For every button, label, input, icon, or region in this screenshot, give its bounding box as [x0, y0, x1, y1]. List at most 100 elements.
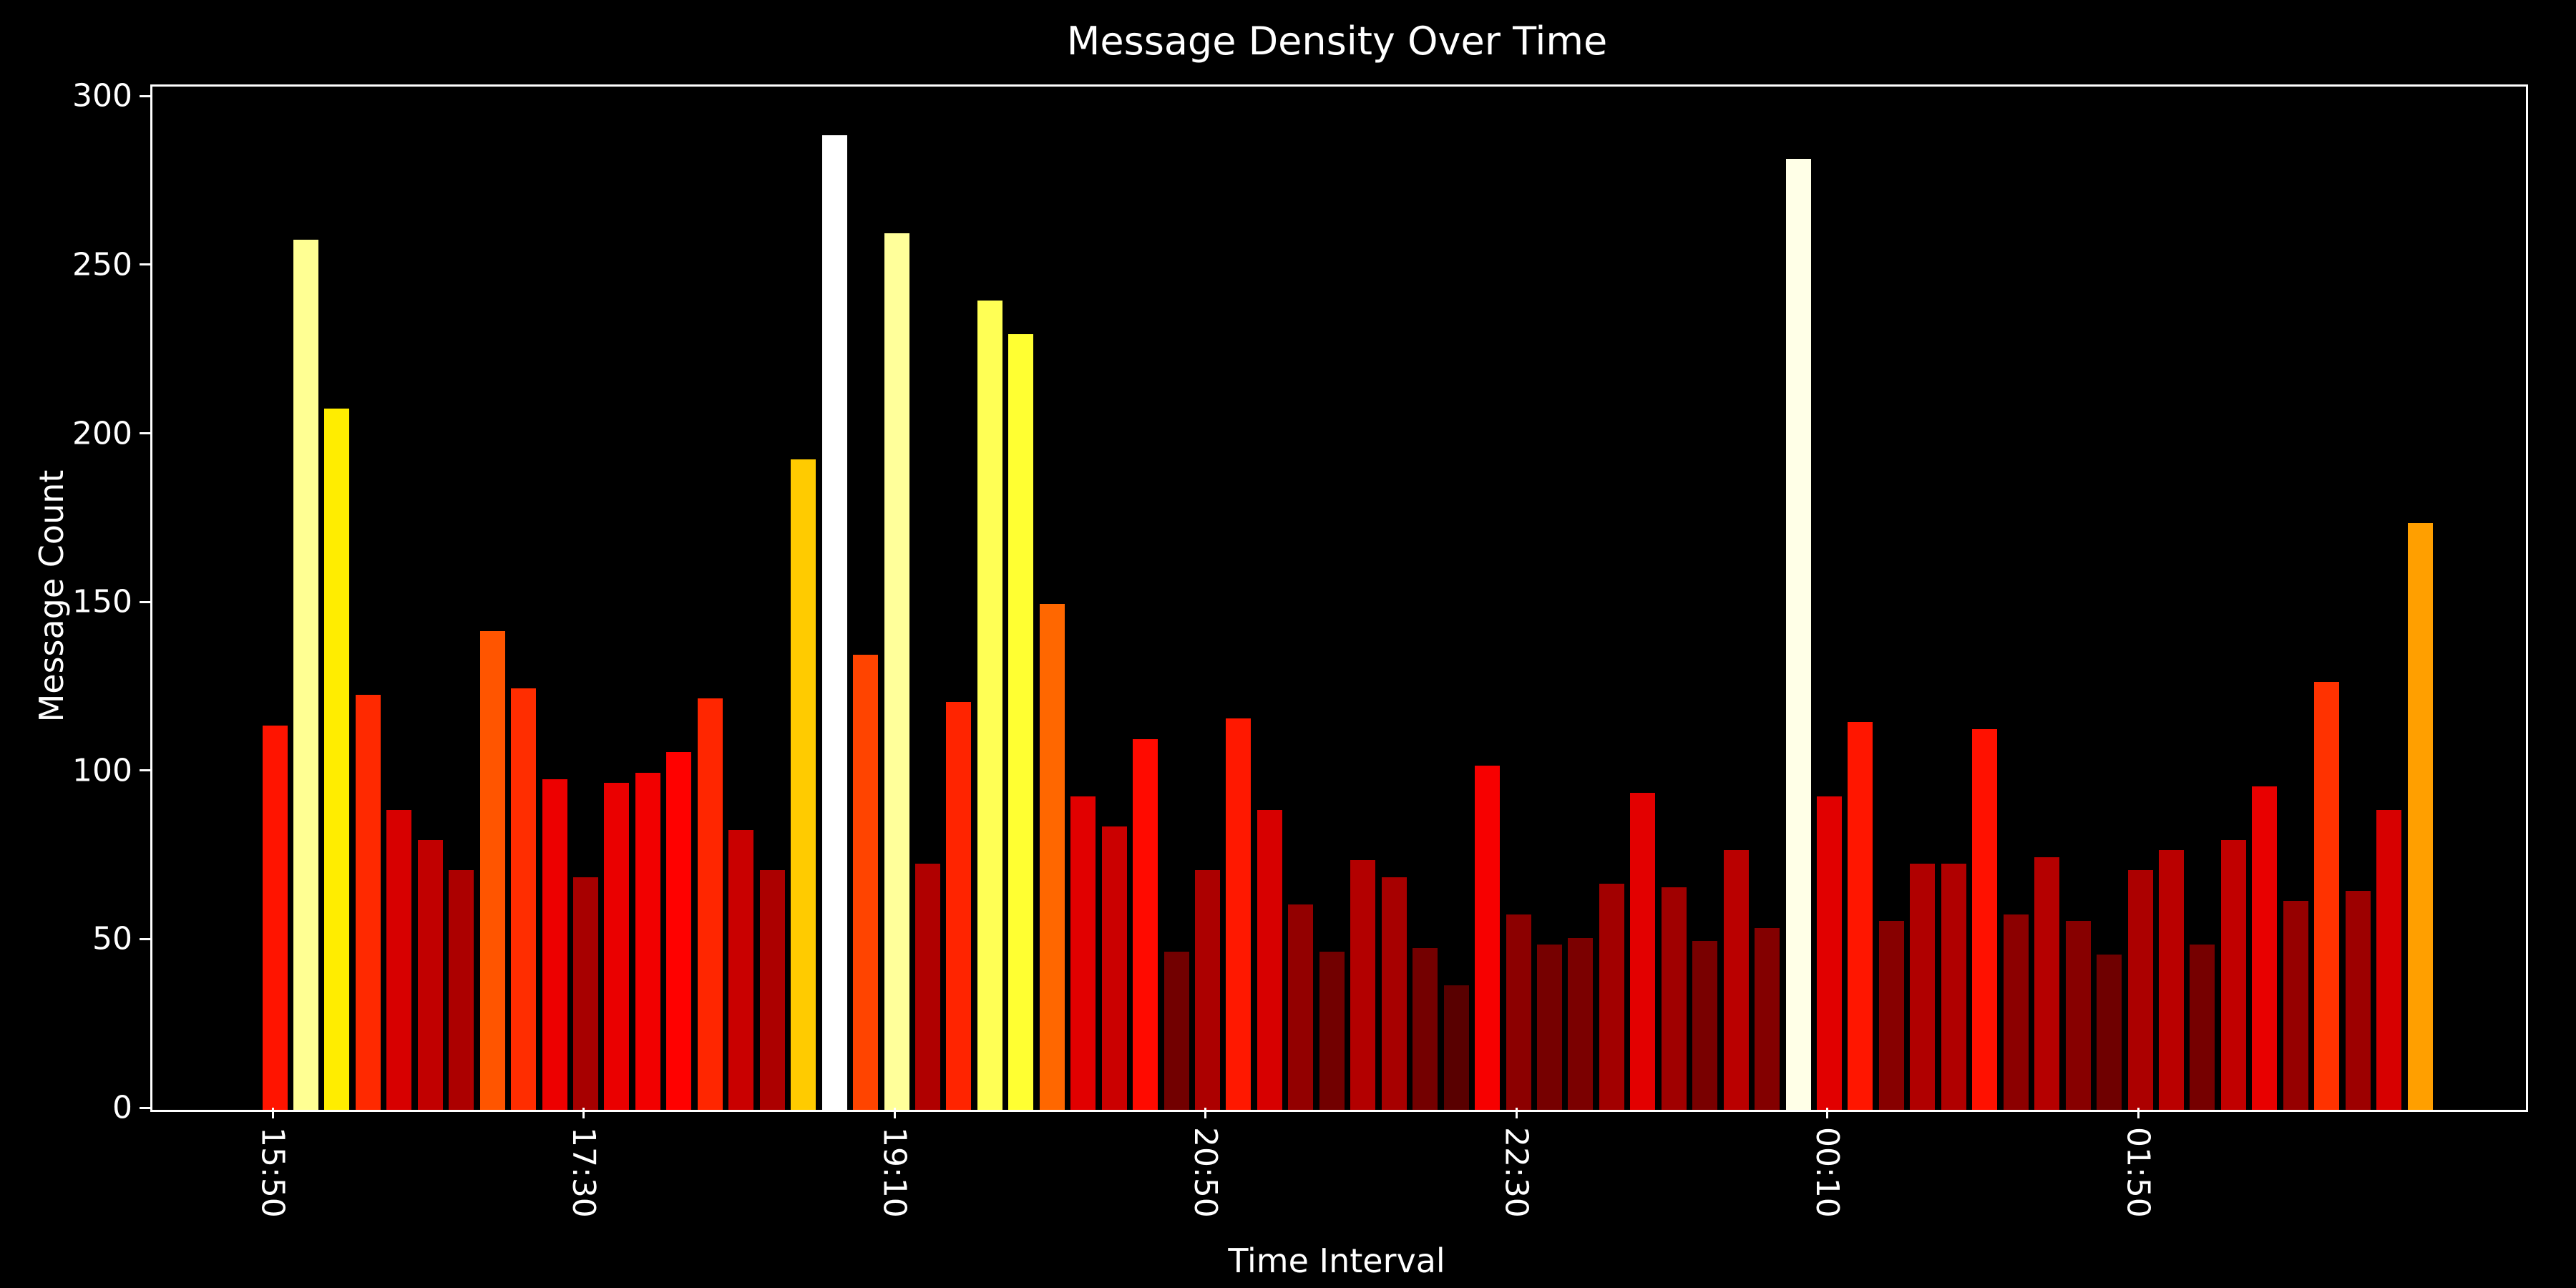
bar	[791, 459, 816, 1110]
y-tick-mark	[140, 94, 150, 97]
bar	[2003, 914, 2029, 1110]
bar	[386, 809, 412, 1110]
bar	[2034, 857, 2060, 1110]
bar	[1692, 941, 1718, 1110]
bar	[2283, 900, 2308, 1110]
bar	[2314, 681, 2340, 1110]
bar	[511, 688, 537, 1110]
bar	[1475, 766, 1501, 1110]
bar	[1226, 718, 1252, 1110]
bar	[1008, 334, 1034, 1110]
bar	[2065, 921, 2091, 1110]
bar	[2097, 955, 2122, 1110]
x-tick-mark	[893, 1108, 896, 1118]
bar	[1506, 914, 1531, 1110]
bar	[884, 233, 909, 1110]
y-tick-label: 50	[92, 920, 132, 957]
bar	[2127, 870, 2153, 1110]
y-tick-label: 250	[72, 246, 132, 283]
bar	[666, 752, 692, 1110]
bar	[355, 695, 381, 1110]
bar	[449, 870, 474, 1110]
bar	[479, 630, 505, 1110]
bar	[1350, 860, 1376, 1110]
y-tick-mark	[140, 263, 150, 266]
x-tick-mark	[271, 1108, 274, 1118]
bar	[1163, 951, 1189, 1110]
bar	[697, 698, 723, 1110]
bar	[821, 135, 847, 1110]
bar	[1817, 796, 1842, 1110]
x-tick-mark	[1204, 1108, 1206, 1118]
bar	[1195, 870, 1220, 1110]
bar	[853, 654, 879, 1110]
x-tick-mark	[2137, 1108, 2140, 1118]
y-tick-label: 0	[112, 1089, 132, 1126]
bar	[1755, 927, 1780, 1110]
bar	[977, 301, 1002, 1110]
bar	[914, 864, 940, 1110]
bar	[2220, 840, 2246, 1110]
bar	[1878, 921, 1904, 1110]
bar	[1039, 604, 1065, 1110]
x-tick-mark	[582, 1108, 585, 1118]
bars-container	[152, 87, 2526, 1110]
bar	[2252, 786, 2278, 1110]
bar	[2190, 945, 2215, 1110]
bar	[728, 829, 754, 1110]
bar	[1133, 738, 1158, 1110]
y-tick-label: 100	[72, 752, 132, 789]
x-tick-label: 17:30	[565, 1127, 602, 1218]
bar	[2345, 890, 2371, 1110]
bar	[1848, 722, 1873, 1110]
y-tick-mark	[140, 1106, 150, 1109]
y-tick-mark	[140, 600, 150, 603]
y-tick-label: 200	[72, 415, 132, 452]
x-tick-label: 22:30	[1498, 1127, 1535, 1218]
bar	[1661, 887, 1687, 1110]
bar	[1723, 850, 1749, 1110]
bar	[1941, 864, 1966, 1110]
chart-title: Message Density Over Time	[1066, 19, 1608, 64]
y-tick-label: 150	[72, 583, 132, 620]
bar	[573, 877, 598, 1110]
bar	[542, 779, 567, 1110]
bar	[1568, 937, 1594, 1110]
bar	[1910, 864, 1936, 1110]
y-axis-label: Message Count	[32, 469, 71, 723]
bar	[293, 240, 318, 1110]
bar	[1599, 884, 1624, 1110]
bar	[2376, 809, 2402, 1110]
x-tick-label: 15:50	[254, 1127, 291, 1218]
x-tick-label: 01:50	[2119, 1127, 2157, 1218]
x-tick-mark	[1515, 1108, 1518, 1118]
bar	[635, 772, 660, 1110]
bar	[1443, 985, 1469, 1110]
bar	[946, 701, 972, 1110]
bar	[1101, 826, 1127, 1110]
x-axis-label: Time Interval	[1228, 1241, 1445, 1280]
bar	[2158, 850, 2184, 1110]
bar	[1319, 951, 1345, 1110]
bar	[1381, 877, 1407, 1110]
x-tick-label: 19:10	[876, 1127, 913, 1218]
bar	[1257, 809, 1282, 1110]
bar	[759, 870, 785, 1110]
x-tick-mark	[1826, 1108, 1828, 1118]
bar	[324, 408, 350, 1110]
bar	[1536, 945, 1562, 1110]
bar	[2407, 523, 2433, 1110]
bar	[1972, 728, 1998, 1110]
x-tick-label: 20:50	[1187, 1127, 1224, 1218]
x-tick-label: 00:10	[1809, 1127, 1845, 1218]
bar	[262, 725, 288, 1110]
bar	[417, 840, 443, 1110]
y-tick-mark	[140, 769, 150, 772]
bar	[1413, 947, 1438, 1110]
plot-area	[150, 84, 2528, 1112]
bar	[1070, 796, 1096, 1110]
bar	[1288, 904, 1314, 1110]
y-tick-label: 300	[72, 77, 132, 114]
bar	[1630, 793, 1656, 1110]
